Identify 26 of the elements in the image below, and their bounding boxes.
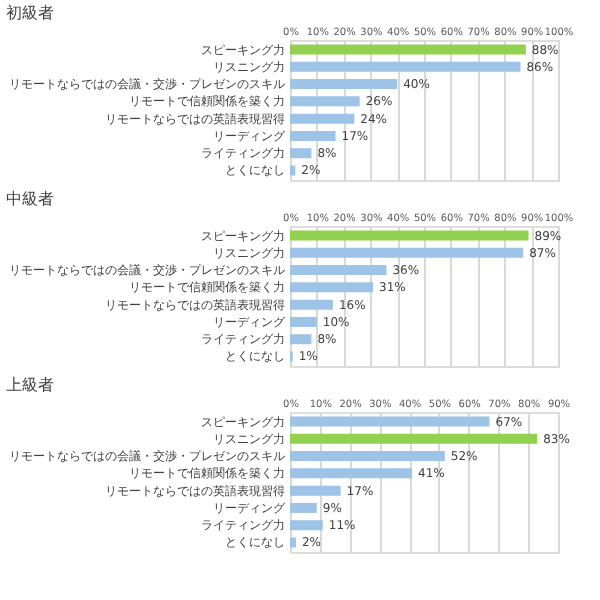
bar	[290, 265, 387, 276]
bar	[290, 416, 490, 427]
bar	[290, 282, 374, 293]
bar	[290, 451, 445, 462]
bar	[290, 130, 336, 141]
text: 中級者	[6, 190, 54, 208]
bar	[290, 230, 529, 241]
bar	[290, 433, 538, 444]
bar	[290, 44, 526, 55]
bar	[290, 299, 333, 310]
bar	[290, 502, 317, 513]
bar	[290, 79, 398, 90]
bar	[290, 316, 317, 327]
bar	[290, 334, 312, 345]
bar	[290, 96, 360, 107]
text: 初級者	[6, 4, 54, 22]
bar	[290, 520, 323, 531]
bar	[290, 165, 296, 176]
bar	[290, 61, 521, 72]
bar	[290, 537, 296, 548]
bar	[290, 113, 355, 124]
bar	[290, 247, 524, 258]
bar	[290, 468, 413, 479]
bar	[290, 485, 341, 496]
text: 上級者	[6, 376, 54, 394]
bar	[290, 148, 312, 159]
